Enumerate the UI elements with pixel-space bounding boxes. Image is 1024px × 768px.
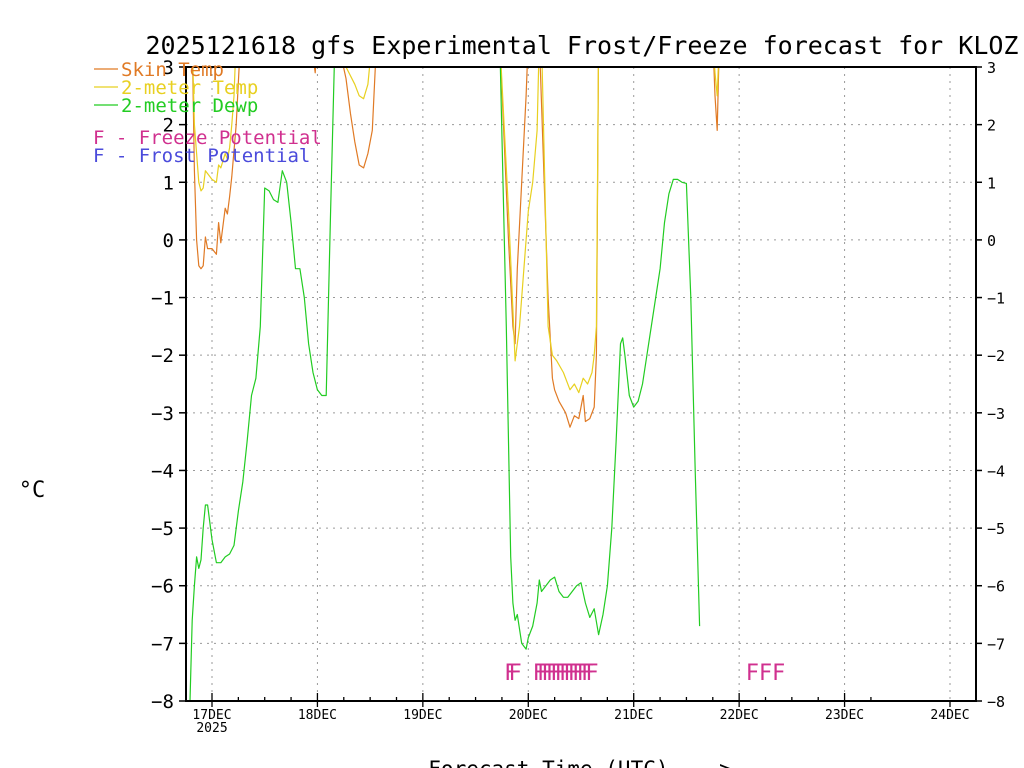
x-axis-title: Forecast Time (UTC) --->	[428, 757, 731, 768]
x-tick-sublabel-0: 2025	[196, 721, 227, 736]
y-tick-label-left-0: 3	[163, 57, 174, 79]
legend-label-0: Skin Temp	[121, 59, 224, 81]
y-axis-right: 3 2 1 0 −1 −2 −3 −4 −5 −6 −7 −8	[976, 59, 1005, 711]
y-tick-label-left-4: −1	[151, 288, 174, 310]
freeze-marker-0: F	[504, 661, 517, 686]
legend-label-2: 2-meter Dewp	[121, 95, 258, 117]
freeze-marker-15: F	[746, 661, 759, 686]
series-group	[189, 67, 720, 701]
x-tick-label-0: 17DEC	[192, 708, 231, 723]
grid-lines	[186, 67, 976, 701]
freeze-marker-1: F	[508, 661, 521, 686]
freeze-marker-16: F	[759, 661, 772, 686]
freeze-marker-2: F	[533, 661, 546, 686]
y-tick-label-right-4: −1	[987, 290, 1005, 308]
y-tick-label-right-6: −3	[987, 405, 1005, 423]
y-tick-label-left-2: 1	[163, 172, 174, 194]
y-tick-label-left-11: −8	[151, 691, 174, 713]
series-line-2-meter-dewp	[189, 67, 701, 701]
y-tick-label-right-7: −4	[987, 462, 1005, 480]
y-tick-label-right-5: −2	[987, 347, 1005, 365]
y-tick-label-right-10: −7	[987, 635, 1005, 653]
y-tick-label-left-5: −2	[151, 345, 174, 367]
freeze-marker-17: F	[772, 661, 785, 686]
x-tick-label-2: 19DEC	[403, 708, 442, 723]
freeze-marker-6: F	[550, 661, 563, 686]
freeze-marker-3: F	[537, 661, 550, 686]
freeze-marker-14: F	[585, 661, 598, 686]
freeze-marker-5: F	[546, 661, 559, 686]
y-tick-label-right-11: −8	[987, 693, 1005, 711]
potential-legend-1: F - Frost Potential	[93, 145, 310, 167]
y-tick-label-left-9: −6	[151, 576, 174, 598]
y-tick-label-left-6: −3	[151, 403, 174, 425]
freeze-marker-8: F	[559, 661, 572, 686]
freeze-marker-10: F	[568, 661, 581, 686]
y-tick-label-left-10: −7	[151, 633, 174, 655]
x-tick-label-4: 21DEC	[614, 708, 653, 723]
x-tick-label-3: 20DEC	[509, 708, 548, 723]
freeze-marker-7: F	[555, 661, 568, 686]
y-tick-label-right-1: 2	[987, 117, 996, 135]
y-tick-label-left-1: 2	[163, 115, 174, 137]
y-axis-left: 3 2 1 0 −1 −2 −3 −4 −5 −6 −7 −8	[151, 57, 186, 713]
potential-legend-0: F - Freeze Potential	[93, 127, 322, 149]
y-tick-label-right-8: −5	[987, 520, 1005, 538]
freeze-marker-11: F	[572, 661, 585, 686]
freeze-marker-13: F	[581, 661, 594, 686]
potential-legend-text-0: - Freeze Potential	[104, 127, 321, 149]
series-line-2-meter-temp	[192, 67, 719, 394]
x-tick-label-1: 18DEC	[298, 708, 337, 723]
legend-label-1: 2-meter Temp	[121, 77, 258, 99]
y-tick-label-right-2: 1	[987, 174, 996, 192]
y-tick-label-right-3: 0	[987, 232, 996, 250]
potential-legend-letter-1: F	[93, 145, 104, 167]
freeze-marker-4: F	[541, 661, 554, 686]
y-tick-label-left-8: −5	[151, 518, 174, 540]
y-tick-label-left-3: 0	[163, 230, 174, 252]
chart-title: 2025121618 gfs Experimental Frost/Freeze…	[146, 31, 1019, 60]
x-tick-label-6: 23DEC	[825, 708, 864, 723]
potential-legend-text-1: - Frost Potential	[104, 145, 310, 167]
y-tick-label-right-0: 3	[987, 59, 996, 77]
freeze-marker-12: F	[577, 661, 590, 686]
y-tick-label-left-7: −4	[151, 460, 174, 482]
x-tick-label-5: 22DEC	[720, 708, 759, 723]
y-axis-unit-label: °C	[19, 478, 46, 503]
series-line-skin-temp	[192, 67, 720, 428]
y-tick-label-right-9: −6	[987, 578, 1005, 596]
x-tick-label-7: 24DEC	[930, 708, 969, 723]
freeze-marker-9: F	[563, 661, 576, 686]
potential-legend-letter-0: F	[93, 127, 104, 149]
